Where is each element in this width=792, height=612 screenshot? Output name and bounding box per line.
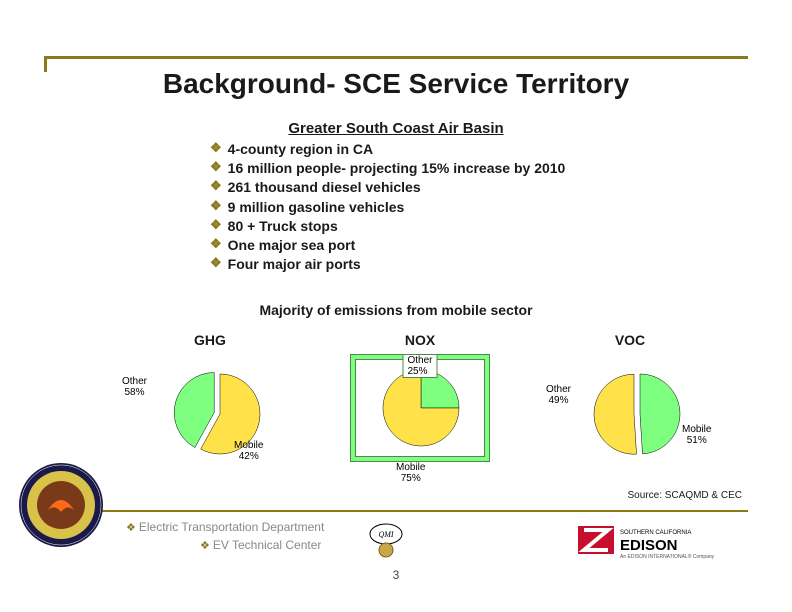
- diamond-bullet-icon: ❖: [210, 255, 222, 272]
- charts-row: GHG Other58% Mobile42% NOX Other25% Mobile75%…: [120, 332, 720, 484]
- diamond-bullet-icon: ❖: [210, 140, 222, 157]
- edison-logo-icon: SOUTHERN CALIFORNIA EDISON An EDISON INT…: [578, 520, 748, 560]
- chart-title: VOC: [615, 332, 645, 348]
- bullet-item: ❖ 4-county region in CA: [210, 140, 610, 158]
- page-title: Background- SCE Service Territory: [0, 68, 792, 100]
- page-number: 3: [0, 568, 792, 582]
- diamond-bullet-icon: ❖: [210, 217, 222, 234]
- bullet-item: ❖ 261 thousand diesel vehicles: [210, 178, 610, 196]
- diamond-bullet-icon: ❖: [210, 236, 222, 253]
- bullet-text: 16 million people- projecting 15% increa…: [228, 159, 566, 177]
- slice-label: Other49%: [546, 384, 571, 406]
- page-subtitle: Greater South Coast Air Basin: [0, 120, 792, 137]
- bullet-item: ❖ 9 million gasoline vehicles: [210, 198, 610, 216]
- pie-chart: GHG Other58% Mobile42%: [120, 332, 300, 484]
- chart-inline-title: Other25%: [402, 354, 437, 378]
- slice-label: Mobile51%: [682, 424, 711, 446]
- pie-chart: VOC Other49% Mobile51%: [540, 332, 720, 484]
- diamond-bullet-icon: ❖: [210, 178, 222, 195]
- bullet-item: ❖ 80 + Truck stops: [210, 217, 610, 235]
- slice-label: Other58%: [122, 376, 147, 398]
- bullet-text: 4-county region in CA: [228, 140, 373, 158]
- chart-area: Other58% Mobile42%: [120, 354, 300, 484]
- chart-area: Other49% Mobile51%: [540, 354, 720, 484]
- chart-title: GHG: [194, 332, 226, 348]
- slice-label: Mobile42%: [234, 440, 263, 462]
- bullet-text: One major sea port: [228, 236, 356, 254]
- bullet-item: ❖ One major sea port: [210, 236, 610, 254]
- diamond-bullet-icon: ❖: [210, 159, 222, 176]
- emissions-caption: Majority of emissions from mobile sector: [0, 302, 792, 318]
- pie-chart: NOX Other25% Mobile75%: [330, 332, 510, 484]
- bullet-item: ❖ Four major air ports: [210, 255, 610, 273]
- bullet-list: ❖ 4-county region in CA ❖ 16 million people…: [210, 140, 610, 274]
- source-citation: Source: SCAQMD & CEC: [628, 490, 742, 501]
- department-line-2: ❖EV Technical Center: [200, 538, 321, 552]
- slice-label: Mobile75%: [396, 462, 425, 484]
- bullet-text: 80 + Truck stops: [228, 217, 338, 235]
- bullet-text: 9 million gasoline vehicles: [228, 198, 405, 216]
- bullet-text: Four major air ports: [228, 255, 361, 273]
- svg-text:EDISON: EDISON: [620, 537, 678, 554]
- diamond-bullet-icon: ❖: [210, 198, 222, 215]
- qmi-badge-icon: QMI: [366, 520, 406, 560]
- diamond-bullet-icon: ❖: [126, 522, 136, 534]
- bullet-text: 261 thousand diesel vehicles: [228, 178, 421, 196]
- footer-rule: [44, 510, 748, 512]
- bullet-item: ❖ 16 million people- projecting 15% incre…: [210, 159, 610, 177]
- svg-text:QMI: QMI: [378, 530, 393, 539]
- chart-area: Other25% Mobile75%: [330, 354, 510, 484]
- clean-city-seal-icon: [18, 462, 104, 548]
- chart-title: NOX: [405, 332, 435, 348]
- svg-text:SOUTHERN CALIFORNIA: SOUTHERN CALIFORNIA: [620, 530, 691, 536]
- svg-text:An EDISON INTERNATIONAL® Compa: An EDISON INTERNATIONAL® Company: [620, 553, 715, 560]
- department-line-1: ❖Electric Transportation Department: [126, 520, 324, 534]
- diamond-bullet-icon: ❖: [200, 540, 210, 552]
